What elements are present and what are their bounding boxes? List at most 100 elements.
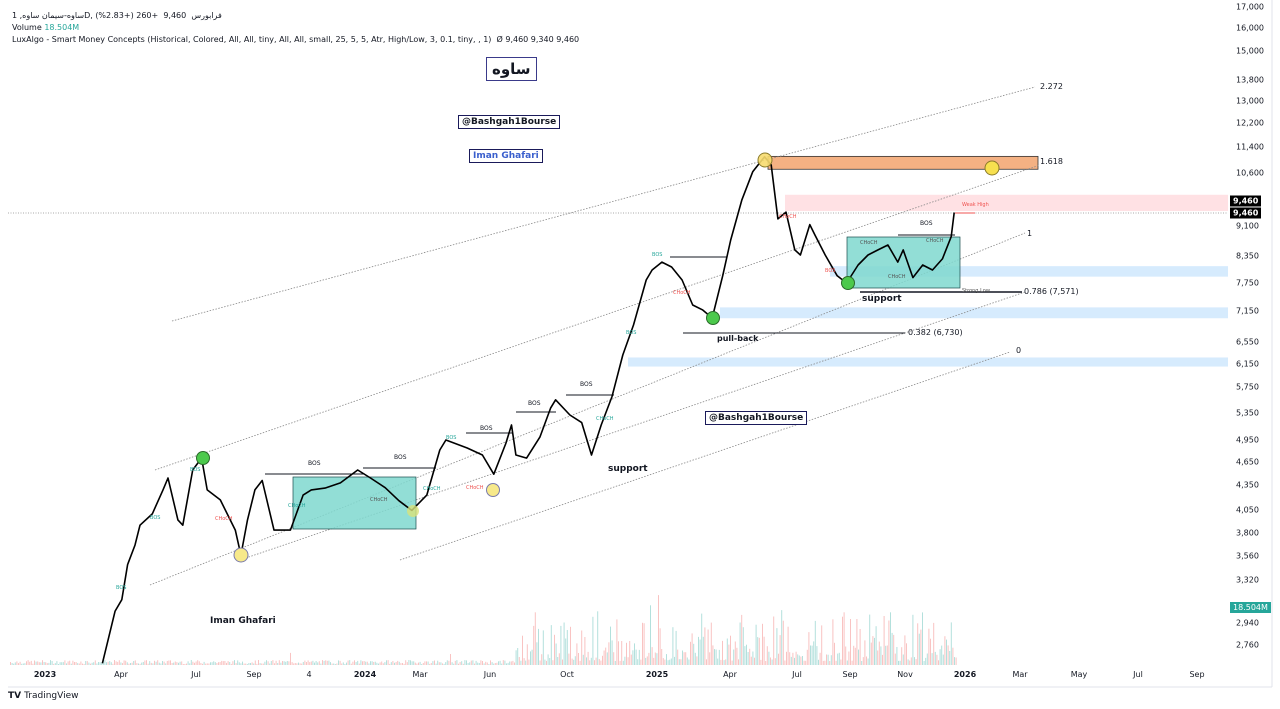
volume-bar (398, 661, 400, 665)
volume-bar (896, 647, 898, 665)
volume-bar (939, 649, 941, 665)
volume-bar (419, 661, 421, 665)
volume-bar (590, 657, 592, 665)
volume-bar (118, 660, 120, 665)
volume-bar (197, 660, 199, 665)
volume-bar (589, 660, 591, 665)
volume-bar (776, 628, 778, 665)
volume-bar (850, 619, 851, 665)
volume-bar (46, 663, 48, 665)
range-box-2023[interactable] (292, 476, 417, 530)
choch-label: CHoCH (860, 240, 878, 246)
volume-bar (298, 662, 299, 665)
range-box-2025[interactable] (846, 236, 961, 289)
volume-bar (582, 654, 584, 665)
y-tick-label: 5,750 (1236, 382, 1259, 392)
indicator-legend[interactable]: LuxAlgo - Smart Money Concepts (Historic… (12, 35, 579, 44)
volume-bar (302, 662, 304, 665)
volume-bar (910, 657, 912, 665)
volume-bar (352, 661, 354, 665)
x-tick-label: 2023 (33, 670, 57, 679)
last-price: 9,460 (163, 11, 187, 20)
volume-bar (691, 633, 693, 665)
fib-0-label: 0 (1016, 346, 1022, 355)
volume-bar (453, 663, 455, 665)
volume-bar (736, 647, 738, 665)
y-tick-label: 8,350 (1236, 251, 1259, 261)
volume-bar (686, 657, 688, 665)
volume-bar (389, 663, 391, 665)
bos-label: BOS (920, 220, 933, 227)
volume-bar (182, 664, 184, 665)
volume-bar (762, 623, 763, 665)
bos-label: BOS (308, 460, 321, 467)
volume-bar (320, 663, 322, 665)
demand-zone[interactable] (830, 266, 1228, 277)
green-pivot-marker (196, 451, 210, 465)
volume-bar (485, 661, 487, 665)
volume-bar (725, 659, 727, 665)
volume-bar (915, 659, 917, 665)
volume-bar (226, 662, 227, 665)
volume-bar (462, 663, 464, 665)
volume-bar (403, 663, 405, 665)
volume-bar (798, 655, 800, 665)
bos-label: BOS (394, 454, 407, 461)
x-tick-label: 2026 (953, 670, 977, 679)
volume-bar (794, 657, 795, 665)
volume-bar (698, 636, 699, 665)
volume-bar (467, 663, 469, 665)
volume-bar (877, 650, 879, 665)
y-tick-label: 6,150 (1236, 359, 1259, 369)
volume-bar (530, 651, 531, 665)
volume-bar (173, 662, 175, 665)
tradingview-logo[interactable]: TV TradingView (8, 691, 79, 701)
y-tick-label: 4,650 (1236, 457, 1259, 467)
volume-bar (934, 651, 936, 665)
volume-bar (334, 664, 336, 665)
bos-label: BOS (190, 467, 201, 473)
volume-bar (203, 661, 205, 665)
y-tick-label: 2,940 (1236, 618, 1259, 628)
volume-bar (61, 662, 63, 665)
volume-bar (941, 645, 943, 665)
volume-bar (259, 663, 261, 665)
x-tick-label: Sep (246, 670, 262, 679)
volume-bar (789, 652, 791, 665)
volume-bar (347, 660, 349, 665)
demand-zone[interactable] (628, 357, 1228, 367)
demand-zone[interactable] (720, 307, 1228, 319)
volume-bar (586, 657, 587, 665)
volume-bar (362, 661, 363, 665)
volume-bar (267, 661, 269, 665)
y-tick-label: 3,800 (1236, 528, 1259, 538)
volume-bar (424, 661, 426, 665)
volume-legend[interactable]: Volume 18.504M (12, 23, 79, 32)
bos-label: BOS (652, 252, 663, 258)
volume-bar (795, 651, 797, 665)
volume-bar (174, 661, 176, 665)
volume-bar (474, 663, 475, 665)
support-label: support (862, 294, 902, 304)
supply-zone[interactable] (785, 194, 1228, 212)
volume-bar (14, 662, 16, 665)
volume-bar (318, 661, 320, 665)
volume-bar (122, 663, 123, 665)
volume-bar (885, 645, 887, 665)
volume-bar (282, 661, 283, 665)
y-tick-label: 3,560 (1236, 551, 1259, 561)
volume-bar (22, 663, 24, 665)
weak-high-label: Weak High (962, 202, 989, 208)
volume-bar (518, 657, 520, 665)
volume-bar (99, 662, 101, 665)
y-tick-label: 4,050 (1236, 505, 1259, 515)
volume-bar (747, 652, 749, 665)
y-tick-label: 7,750 (1236, 278, 1259, 287)
symbol-name[interactable]: ساوه-سیمان ساوه, 1D, فرابورس (12, 11, 222, 20)
volume-bar (581, 630, 583, 665)
volume-bar (232, 661, 234, 665)
y-tick-label: 2,760 (1236, 640, 1259, 650)
volume-bar (117, 661, 119, 665)
volume-bar (645, 657, 647, 665)
